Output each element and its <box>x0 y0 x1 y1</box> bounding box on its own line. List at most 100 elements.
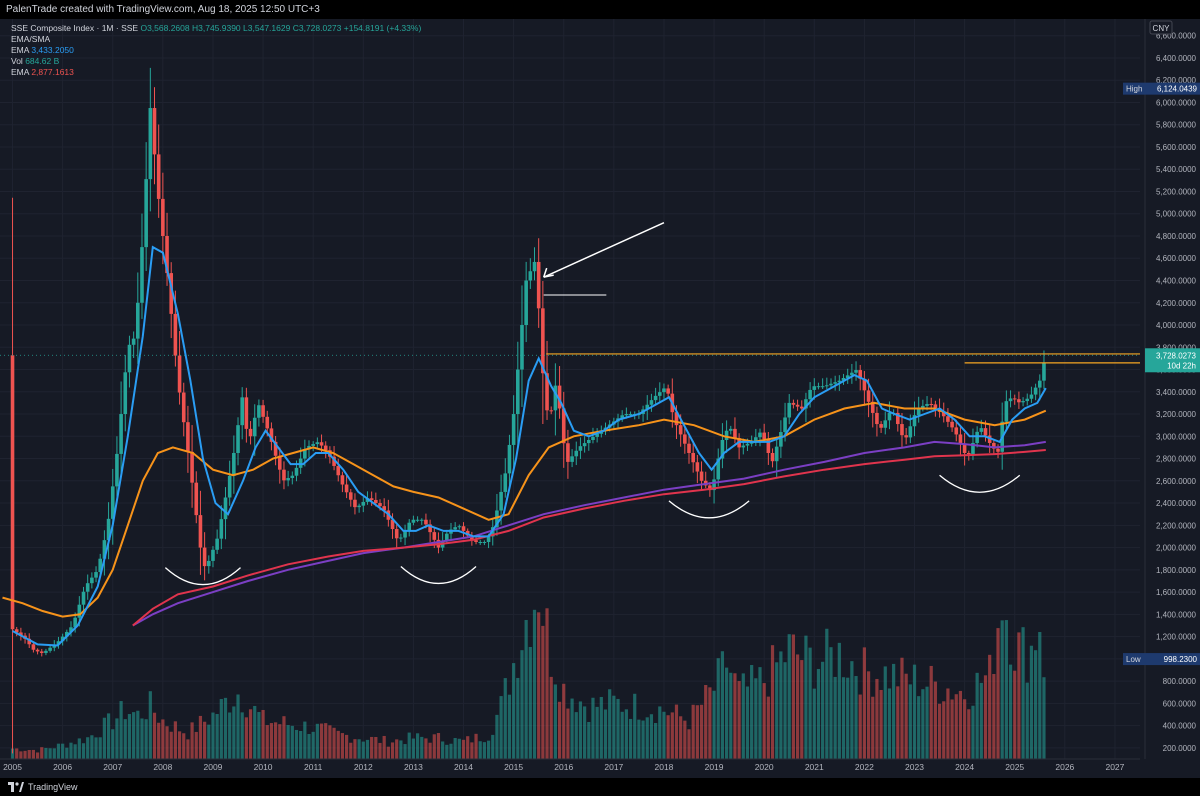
candle-body <box>303 449 307 459</box>
volume-bar <box>499 696 503 759</box>
volume-bar <box>971 705 975 759</box>
candle-body <box>465 530 470 536</box>
candle-body <box>850 372 854 376</box>
y-tick-label: 200.0000 <box>1163 744 1197 753</box>
volume-bar <box>595 706 599 759</box>
candle-body <box>683 434 687 444</box>
y-tick-label: 800.0000 <box>1163 677 1197 686</box>
volume-bar <box>232 706 236 759</box>
candle-body <box>77 604 82 618</box>
volume-bar <box>608 689 612 759</box>
candle-body <box>432 532 437 540</box>
volume-bar <box>983 675 988 759</box>
candle-body <box>152 108 157 155</box>
volume-bar <box>687 729 691 759</box>
candle-body <box>653 395 658 401</box>
volume-bar <box>833 676 837 759</box>
candle-body <box>795 404 800 407</box>
ema-slow-line <box>132 449 1046 627</box>
y-tick-label: 2,800.0000 <box>1156 455 1197 464</box>
volume-bar <box>537 612 541 759</box>
candle-body <box>177 355 182 393</box>
price-chart[interactable]: 200.0000400.0000600.0000800.00001,000.00… <box>0 19 1200 778</box>
volume-bar <box>466 736 470 759</box>
candle-body <box>557 385 562 409</box>
brand-name: TradingView <box>28 782 78 792</box>
volume-bar <box>48 748 52 759</box>
volume-bar <box>583 706 587 759</box>
ema-mid-line <box>2 401 1047 618</box>
x-tick-label: 2006 <box>53 762 72 772</box>
volume-bar <box>340 733 345 759</box>
candle-body <box>161 198 165 236</box>
candle-body <box>691 452 695 463</box>
candle-body <box>516 369 520 415</box>
volume-bar <box>253 705 257 759</box>
volume-bar <box>157 722 161 759</box>
volume-bar <box>750 665 754 759</box>
volume-bar <box>896 686 900 759</box>
candle-body <box>854 370 858 373</box>
volume-bar <box>503 678 507 759</box>
candle-body <box>896 412 900 425</box>
volume-bar <box>65 747 69 759</box>
candle-body <box>265 416 270 429</box>
legend-ema2[interactable]: EMA 2,877.1613 <box>11 67 421 78</box>
volume-bar <box>248 709 253 759</box>
volume-bar <box>846 677 850 759</box>
candle-body <box>783 417 787 433</box>
candle-body <box>595 433 599 437</box>
last-price-value: 3,728.0273 <box>1156 351 1197 360</box>
volume-bar <box>724 667 729 759</box>
candle-body <box>950 421 954 428</box>
y-tick-label: 5,600.0000 <box>1156 143 1197 152</box>
symbol-name[interactable]: SSE Composite Index · 1M · SSE <box>11 23 139 33</box>
y-tick-label: 2,600.0000 <box>1156 477 1197 486</box>
candle-body <box>1017 399 1021 403</box>
volume-bar <box>645 717 649 759</box>
volume-bar <box>482 742 486 759</box>
legend-ema-sma[interactable]: EMA/SMA <box>11 34 51 44</box>
candle-body <box>624 414 629 416</box>
candle-body <box>252 417 257 437</box>
volume-bar <box>441 741 445 759</box>
candle-body <box>925 404 929 406</box>
ema1-value: 3,433.2050 <box>31 45 74 55</box>
x-tick-label: 2017 <box>604 762 623 772</box>
volume-bar <box>963 699 967 759</box>
legend-ema1[interactable]: EMA 3,433.2050 <box>11 45 421 56</box>
volume-bar <box>808 647 812 759</box>
x-tick-label: 2021 <box>805 762 824 772</box>
y-tick-label: 4,000.0000 <box>1156 321 1197 330</box>
volume-bar <box>800 660 804 759</box>
candle-body <box>929 404 934 406</box>
volume-bar <box>553 684 557 759</box>
volume-bar <box>1000 620 1004 759</box>
legend-volume[interactable]: Vol 684.62 B <box>11 56 421 67</box>
volume-bar <box>123 719 127 759</box>
ema-fast-line <box>12 245 1047 647</box>
volume-bar <box>566 708 570 759</box>
candle-body <box>825 385 829 387</box>
volume-bar <box>670 712 674 759</box>
volume-bar <box>111 729 115 759</box>
candle-body <box>946 416 950 422</box>
volume-bar <box>879 689 883 759</box>
volume-bar <box>219 699 223 759</box>
volume-bar <box>190 722 194 759</box>
candle-body <box>1021 401 1025 403</box>
candle-body <box>804 399 808 409</box>
candle-body <box>908 426 913 438</box>
volume-bar <box>917 696 921 759</box>
volume-bar <box>658 706 662 759</box>
candle-body <box>169 273 174 314</box>
arrow-head <box>542 267 554 278</box>
volume-bar <box>795 654 800 759</box>
volume-bar <box>453 738 457 759</box>
candle-body <box>507 444 512 474</box>
volume-bar <box>904 673 908 759</box>
volume-bar <box>921 689 925 759</box>
candle-body <box>1042 363 1046 381</box>
vol-label: Vol <box>11 56 23 66</box>
candle-body <box>244 397 249 429</box>
